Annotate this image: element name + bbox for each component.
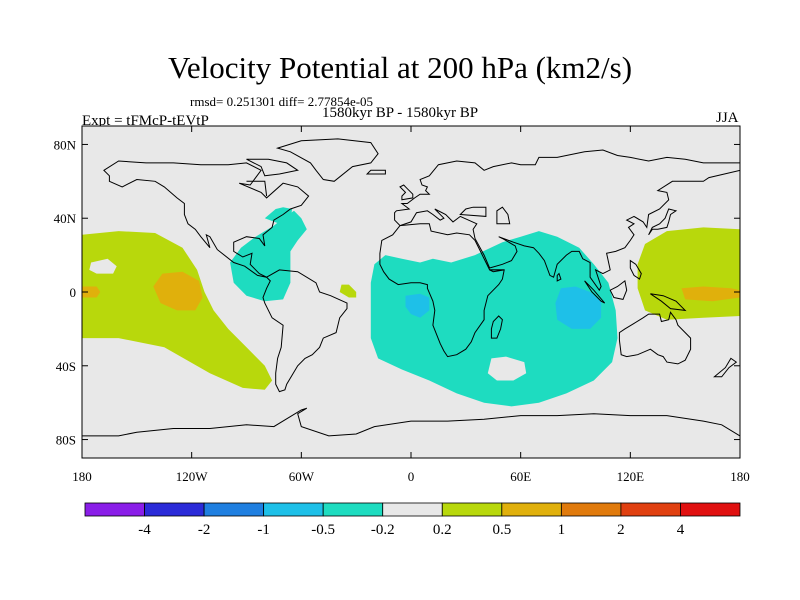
colorbar: -4 -2 -1 -0.5 -0.2 0.2 0.5 1 2 4 [84,502,741,538]
x-tick-label: 120W [176,469,209,484]
coastline-north-america [103,160,310,278]
region-caribbean-negative [230,210,307,302]
experiment-label: Expt = tFMcP-tEVtP [82,113,209,129]
region-central-pacific-core [153,271,203,311]
region-central-pacific-gap [89,258,117,274]
coastline-caspian-sea [496,206,511,225]
region-date-line-core [82,286,101,298]
colorbar-box [144,502,205,517]
region-western-pacific-core [681,286,740,302]
coastline-greenland [275,138,379,182]
x-tick-label: 120E [617,469,645,484]
region-north-atlantic-lobe [264,207,293,224]
coastline-borneo [609,280,628,300]
coastline-sri-lanka [556,272,562,282]
coastline-new-zealand [713,357,738,378]
colorbar-box [501,502,562,517]
x-tick-label: 0 [408,469,415,484]
colorbar-box [680,502,741,517]
colorbar-box [441,502,503,517]
coastline-africa [379,223,505,358]
region-tropical-atlantic-patch [339,284,357,298]
colorbar-label: -2 [198,522,211,538]
colorbar-label: -4 [138,522,151,538]
coastline-australia [618,311,692,365]
y-tick-label: 80S [56,433,76,448]
colorbar-box [382,502,443,517]
stats-line: rmsd= 0.251301 diff= 2.77854e-05 [190,94,374,109]
coastline-new-guinea [650,293,687,312]
coastline-iceland [365,169,386,175]
colorbar-box [620,502,681,517]
coastline-arabia-horn [489,269,505,273]
coastline-sumatra [584,280,606,304]
colorbar-label: 1 [558,522,566,538]
colorbar-box [322,502,384,517]
coastline-eurasia [394,149,740,292]
coastline-baffin-island [246,158,299,177]
x-tick-label: 60E [510,469,531,484]
coastline-antarctica [82,407,740,458]
y-tick-label: 40S [56,359,76,374]
colorbar-label: -0.5 [311,522,335,538]
region-indian-ocean-core [555,286,602,329]
colorbar-box [84,502,145,517]
coastline-black-sea [459,206,487,217]
region-southern-ocean-gap [487,356,527,381]
y-tick-label: 40N [54,211,77,226]
season-label: JJA [716,110,739,126]
y-tick-label: 0 [70,285,77,300]
x-tick-label: 180 [730,469,750,484]
coastline-south-america [262,269,348,393]
colorbar-label: 0.5 [492,522,511,538]
colorbar-label: 0.2 [433,522,452,538]
colorbar-label: -1 [257,522,270,538]
colorbar-box [203,502,265,517]
x-tick-label: 60W [289,469,315,484]
y-tick-label: 80N [54,137,77,152]
coastlines [82,138,740,458]
x-tick-label: 180 [72,469,92,484]
coastline-madagascar [490,315,503,339]
region-western-pacific-positive [637,227,740,320]
colorbar-label: 4 [677,522,685,538]
coastline-hudson-bay [246,180,268,197]
colorbar-box [560,502,622,517]
region-central-africa-core [405,293,430,318]
region-indian-ocean-negative [370,231,618,407]
period-label: 1580kyr BP - 1580kyr BP [322,105,479,121]
colorbar-label: -0.2 [371,522,395,538]
axes: 180 120W 60W 0 60E 120E 180 80N 40N 0 40S 80S [54,126,750,484]
coastline-great-britain [399,184,414,201]
colorbar-label: 2 [617,522,625,538]
chart-title: Velocity Potential at 200 hPa (km2/s) [167,50,633,85]
region-central-pacific-positive [82,231,273,390]
contour-fields [82,207,740,407]
colorbar-box [263,502,324,517]
coastline-japan [648,208,678,236]
coastline-philippines [629,259,642,280]
